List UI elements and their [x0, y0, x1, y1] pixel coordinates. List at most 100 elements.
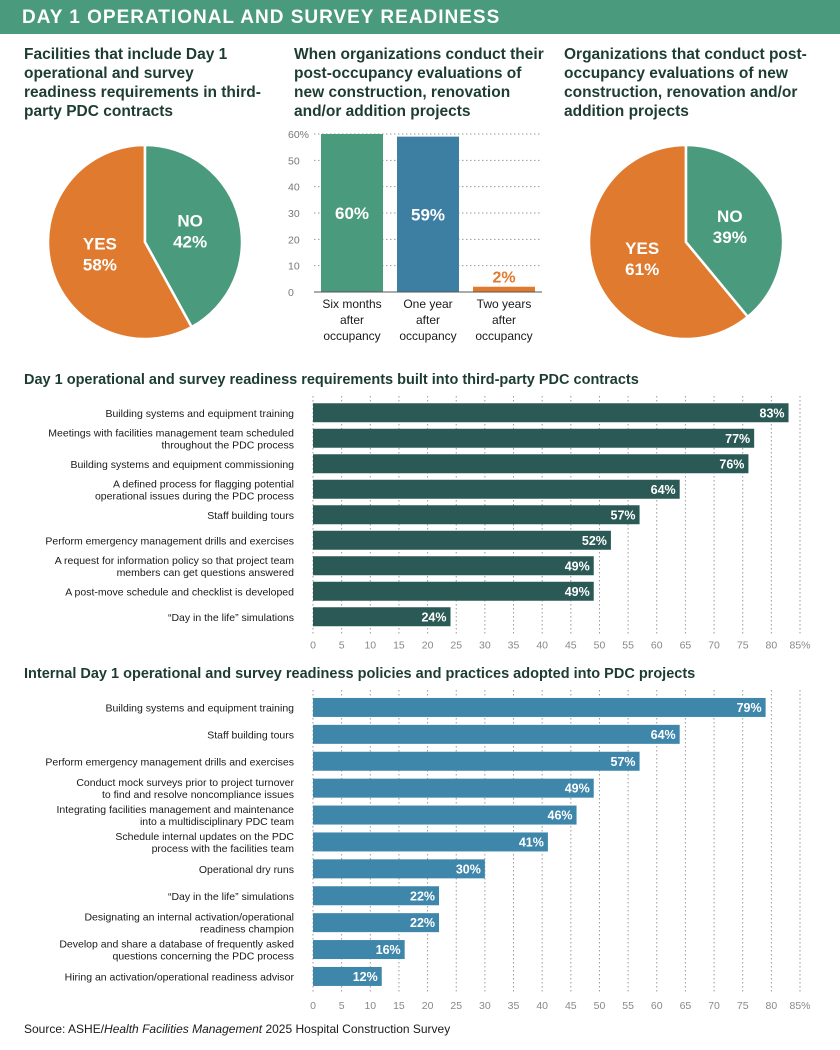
hbar2-category-label: process with the facilities team [152, 843, 295, 855]
hbar2-xtick-label: 30 [479, 1000, 491, 1012]
hbar2-value-label: 22% [410, 916, 435, 930]
hbar2-category-label: Conduct mock surveys prior to project tu… [76, 777, 294, 789]
bar-ytick-label: 10 [288, 261, 300, 273]
hbar2-xtick-label: 5 [339, 1000, 345, 1012]
hbar1-category-label: Meetings with facilities management team… [48, 427, 294, 439]
hbar1-value-label: 52% [582, 534, 607, 548]
hbar2-category-label: Integrating facilities management and ma… [56, 804, 294, 816]
hbar2-bar-2 [313, 724, 680, 744]
hbar2-category-label: into a multidisciplinary PDC team [140, 816, 294, 828]
hbar1-xtick-label: 80 [766, 640, 778, 652]
bar-category-label: after [416, 313, 440, 327]
source-note: Source: ASHE/Health Facilities Managemen… [24, 1022, 450, 1036]
hbar1-value-label: 57% [611, 508, 636, 522]
hbar2-value-label: 49% [565, 782, 590, 796]
hbar1-category-label: Building systems and equipment commissio… [70, 459, 294, 471]
bar-category-label: Six months [322, 297, 381, 311]
hbar1-xtick-label: 30 [479, 640, 491, 652]
hbar2-category-label: questions concerning the PDC process [112, 951, 294, 963]
hbar2-bar-1 [313, 697, 766, 717]
hbar2-category-label: Staff building tours [207, 729, 294, 741]
hbar1-xtick-label: 85% [789, 640, 810, 652]
header-banner: DAY 1 OPERATIONAL AND SURVEY READINESS [0, 0, 840, 34]
source-prefix: Source: ASHE/ [24, 1022, 105, 1036]
hbar2-xtick-label: 0 [310, 1000, 316, 1012]
hbar1-category-label: operational issues during the PDC proces… [95, 490, 294, 502]
hbar2-bar-10 [313, 940, 405, 960]
bar-category-label: One year [403, 297, 452, 311]
hbar2-bar-8 [313, 886, 440, 906]
hbar2-bar-7 [313, 859, 485, 879]
hbar1-xtick-label: 40 [536, 640, 548, 652]
bar-category-label: Two years [477, 297, 532, 311]
hbar1-xtick-label: 55 [622, 640, 634, 652]
hbar2-value-label: 64% [651, 728, 676, 742]
bar-category-label: occupancy [475, 329, 532, 343]
hbar2-xtick-label: 85% [789, 1000, 810, 1012]
hbar1-category-label: A defined process for flagging potential [113, 478, 294, 490]
hbar2-category-label: Hiring an activation/operational readine… [65, 971, 295, 983]
page-title: DAY 1 OPERATIONAL AND SURVEY READINESS [22, 7, 501, 28]
bar-1 [321, 134, 383, 292]
hbar2-value-label: 46% [548, 809, 573, 823]
hbar2-category-label: to find and resolve noncompliance issues [102, 789, 294, 801]
hbar2-xtick-label: 50 [594, 1000, 606, 1012]
hbar2-bar-5 [313, 805, 577, 825]
pie-chart-2: YES 61% NO 39% [587, 143, 785, 341]
hbar2-xtick-label: 15 [393, 1000, 405, 1012]
hbar1-category-label: A post-move schedule and checklist is de… [65, 586, 294, 598]
hbar1-value-label: 77% [725, 432, 750, 446]
hbar2-category-label: Perform emergency management drills and … [45, 756, 294, 768]
pie2-value-yes: 61% [625, 260, 659, 279]
hbar1-xtick-label: 0 [310, 640, 316, 652]
hbar1-bar-1 [313, 403, 789, 423]
hbar2-bar-4 [313, 778, 594, 798]
hbar2-value-label: 57% [611, 755, 636, 769]
bar-ytick-label: 40 [288, 182, 300, 194]
hbar1-xtick-label: 70 [708, 640, 720, 652]
hbar1-xtick-label: 25 [450, 640, 462, 652]
hbar2-bar-9 [313, 913, 440, 933]
pie1-value-no: 42% [173, 232, 207, 251]
hbar-chart-2-title: Internal Day 1 operational and survey re… [24, 666, 696, 682]
bar-value-label: 2% [492, 270, 515, 287]
hbar1-xtick-label: 10 [364, 640, 376, 652]
hbar1-bar-3 [313, 454, 749, 474]
hbar1-bar-7 [313, 556, 594, 576]
bar-value-label: 59% [411, 205, 445, 224]
pie2-label-no: NO [717, 207, 743, 226]
hbar1-category-label: A request for information policy so that… [55, 555, 295, 567]
bar-category-label: occupancy [323, 329, 380, 343]
hbar1-value-label: 49% [565, 585, 590, 599]
hbar1-bar-6 [313, 530, 611, 550]
hbar2-value-label: 22% [410, 889, 435, 903]
hbar2-xtick-label: 65 [680, 1000, 692, 1012]
hbar2-xtick-label: 20 [422, 1000, 434, 1012]
hbar2-xtick-label: 40 [536, 1000, 548, 1012]
hbar1-category-label: Building systems and equipment training [105, 408, 294, 420]
hbar1-xtick-label: 60 [651, 640, 663, 652]
hbar1-value-label: 49% [565, 559, 590, 573]
source-publication: Health Facilities Management [104, 1022, 263, 1036]
hbar2-value-label: 30% [456, 862, 481, 876]
hbar1-bar-2 [313, 428, 755, 448]
bar-2 [397, 136, 459, 292]
pie2-slice-no [684, 143, 785, 319]
pie2-value-no: 39% [713, 228, 747, 247]
hbar2-value-label: 12% [353, 970, 378, 984]
hbar2-bar-6 [313, 832, 548, 852]
hbar1-category-label: throughout the PDC process [162, 439, 295, 451]
hbar2-xtick-label: 55 [622, 1000, 634, 1012]
pie-chart-1-title: Facilities that include Day 1 operationa… [24, 46, 261, 120]
hbar1-xtick-label: 15 [393, 640, 405, 652]
hbar2-bar-11 [313, 966, 382, 986]
bar-category-label: occupancy [399, 329, 456, 343]
hbar1-bar-8 [313, 581, 594, 601]
hbar2-category-label: Building systems and equipment training [105, 702, 294, 714]
pie1-slice-no [143, 143, 244, 329]
hbar2-xtick-label: 70 [708, 1000, 720, 1012]
hbar1-xtick-label: 50 [594, 640, 606, 652]
pie1-label-no: NO [177, 211, 203, 230]
hbar-chart-1: 83% Building systems and equipment traini… [45, 396, 811, 652]
hbar2-value-label: 16% [376, 943, 401, 957]
